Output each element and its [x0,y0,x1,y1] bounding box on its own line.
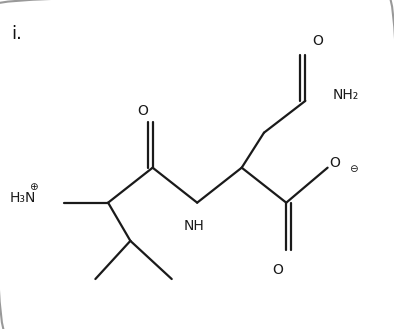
Text: O: O [273,263,283,277]
Text: O: O [138,104,149,118]
Text: i.: i. [11,25,22,42]
Text: O: O [312,34,323,48]
Text: O: O [329,156,340,169]
Text: NH₂: NH₂ [333,88,359,102]
Text: NH: NH [184,218,204,233]
Text: ⊖: ⊖ [349,164,357,174]
Text: H₃N: H₃N [10,191,36,205]
Text: ⊕: ⊕ [29,182,37,192]
